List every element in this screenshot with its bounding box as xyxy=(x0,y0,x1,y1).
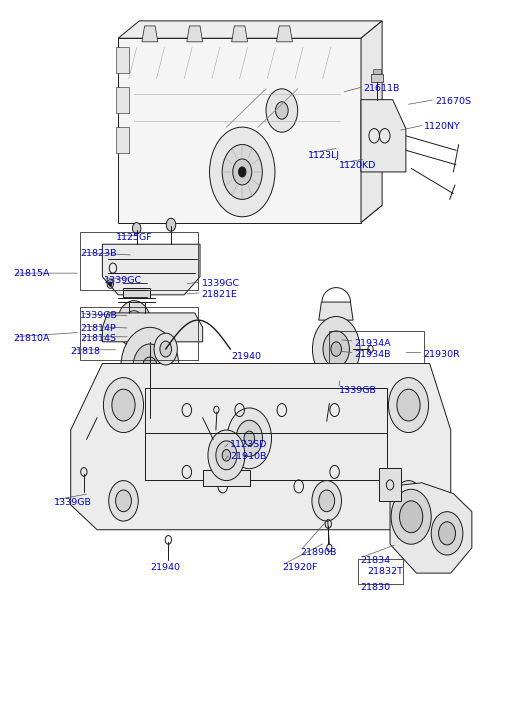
Bar xyxy=(370,74,383,81)
Polygon shape xyxy=(102,244,200,295)
Circle shape xyxy=(323,331,350,367)
Circle shape xyxy=(400,501,423,533)
Text: 1123SD: 1123SD xyxy=(230,440,268,449)
Polygon shape xyxy=(361,21,382,222)
Text: 21814P: 21814P xyxy=(80,324,116,332)
Polygon shape xyxy=(115,47,129,73)
Text: 21920F: 21920F xyxy=(282,563,317,572)
Circle shape xyxy=(401,490,417,512)
Text: 21930R: 21930R xyxy=(423,350,460,359)
Text: 21940: 21940 xyxy=(232,352,262,361)
Text: 1125GF: 1125GF xyxy=(115,233,152,242)
Text: 1339GC: 1339GC xyxy=(103,276,142,285)
Text: 21890B: 21890B xyxy=(300,548,337,558)
Text: 21815A: 21815A xyxy=(14,269,50,278)
Text: 1339GB: 1339GB xyxy=(54,498,92,507)
Circle shape xyxy=(244,431,255,446)
Bar xyxy=(80,307,198,360)
Text: 1120NY: 1120NY xyxy=(425,122,461,131)
Polygon shape xyxy=(319,302,353,320)
Text: 21834: 21834 xyxy=(360,555,390,565)
Circle shape xyxy=(216,441,237,470)
Text: 21670S: 21670S xyxy=(435,97,471,106)
Text: 21830: 21830 xyxy=(360,583,390,592)
Text: 1339GB: 1339GB xyxy=(339,387,377,395)
Polygon shape xyxy=(115,87,129,113)
Text: 21823B: 21823B xyxy=(80,249,117,258)
Circle shape xyxy=(222,449,231,461)
Circle shape xyxy=(210,127,275,217)
Text: 1123LJ: 1123LJ xyxy=(308,150,340,160)
Polygon shape xyxy=(379,468,401,501)
Circle shape xyxy=(319,490,335,512)
Circle shape xyxy=(117,300,151,347)
Text: 21611B: 21611B xyxy=(364,84,400,93)
Polygon shape xyxy=(277,26,293,42)
Polygon shape xyxy=(118,39,361,222)
Circle shape xyxy=(109,282,112,286)
Polygon shape xyxy=(87,418,213,468)
Circle shape xyxy=(143,357,157,377)
Polygon shape xyxy=(187,26,203,42)
Polygon shape xyxy=(361,100,406,172)
Circle shape xyxy=(222,145,262,199)
Text: 1339GB: 1339GB xyxy=(80,311,118,321)
Text: 21821E: 21821E xyxy=(202,289,237,299)
Circle shape xyxy=(397,389,420,421)
Circle shape xyxy=(266,89,298,132)
Circle shape xyxy=(312,316,360,382)
Bar xyxy=(329,331,425,364)
Circle shape xyxy=(115,490,131,512)
Circle shape xyxy=(388,377,429,433)
Circle shape xyxy=(109,481,138,521)
Bar xyxy=(80,232,198,290)
Polygon shape xyxy=(123,288,150,299)
Polygon shape xyxy=(102,313,203,342)
Circle shape xyxy=(312,481,342,521)
Circle shape xyxy=(133,344,167,390)
Bar xyxy=(359,558,403,584)
Text: 21818: 21818 xyxy=(71,348,101,356)
Circle shape xyxy=(154,333,177,365)
Text: 21810A: 21810A xyxy=(14,334,50,343)
Text: 1120KD: 1120KD xyxy=(339,161,376,170)
Text: 21940: 21940 xyxy=(150,563,180,572)
Circle shape xyxy=(394,481,423,521)
Circle shape xyxy=(160,341,171,357)
Text: 21832T: 21832T xyxy=(367,567,403,577)
Polygon shape xyxy=(71,364,451,530)
Text: 21934A: 21934A xyxy=(355,339,392,348)
Circle shape xyxy=(103,377,144,433)
Text: 21814S: 21814S xyxy=(80,334,116,343)
Text: 1339GC: 1339GC xyxy=(202,279,240,289)
Polygon shape xyxy=(203,470,250,486)
Text: 21934B: 21934B xyxy=(355,350,391,359)
Polygon shape xyxy=(142,26,158,42)
Circle shape xyxy=(236,420,262,457)
Circle shape xyxy=(227,408,271,469)
Polygon shape xyxy=(390,483,472,573)
Text: 21910B: 21910B xyxy=(230,451,267,460)
Circle shape xyxy=(438,522,455,545)
Polygon shape xyxy=(115,126,129,153)
Polygon shape xyxy=(118,21,382,39)
Circle shape xyxy=(238,167,246,177)
Circle shape xyxy=(232,159,252,185)
Circle shape xyxy=(276,102,288,119)
Polygon shape xyxy=(311,382,361,403)
Circle shape xyxy=(121,327,179,407)
Circle shape xyxy=(166,218,176,231)
Bar xyxy=(372,69,381,74)
Circle shape xyxy=(208,430,245,481)
Circle shape xyxy=(391,489,431,545)
Circle shape xyxy=(331,342,342,356)
Polygon shape xyxy=(118,205,382,222)
Circle shape xyxy=(112,389,135,421)
Circle shape xyxy=(431,512,463,555)
Circle shape xyxy=(124,310,144,337)
Circle shape xyxy=(132,222,141,234)
Polygon shape xyxy=(232,26,247,42)
